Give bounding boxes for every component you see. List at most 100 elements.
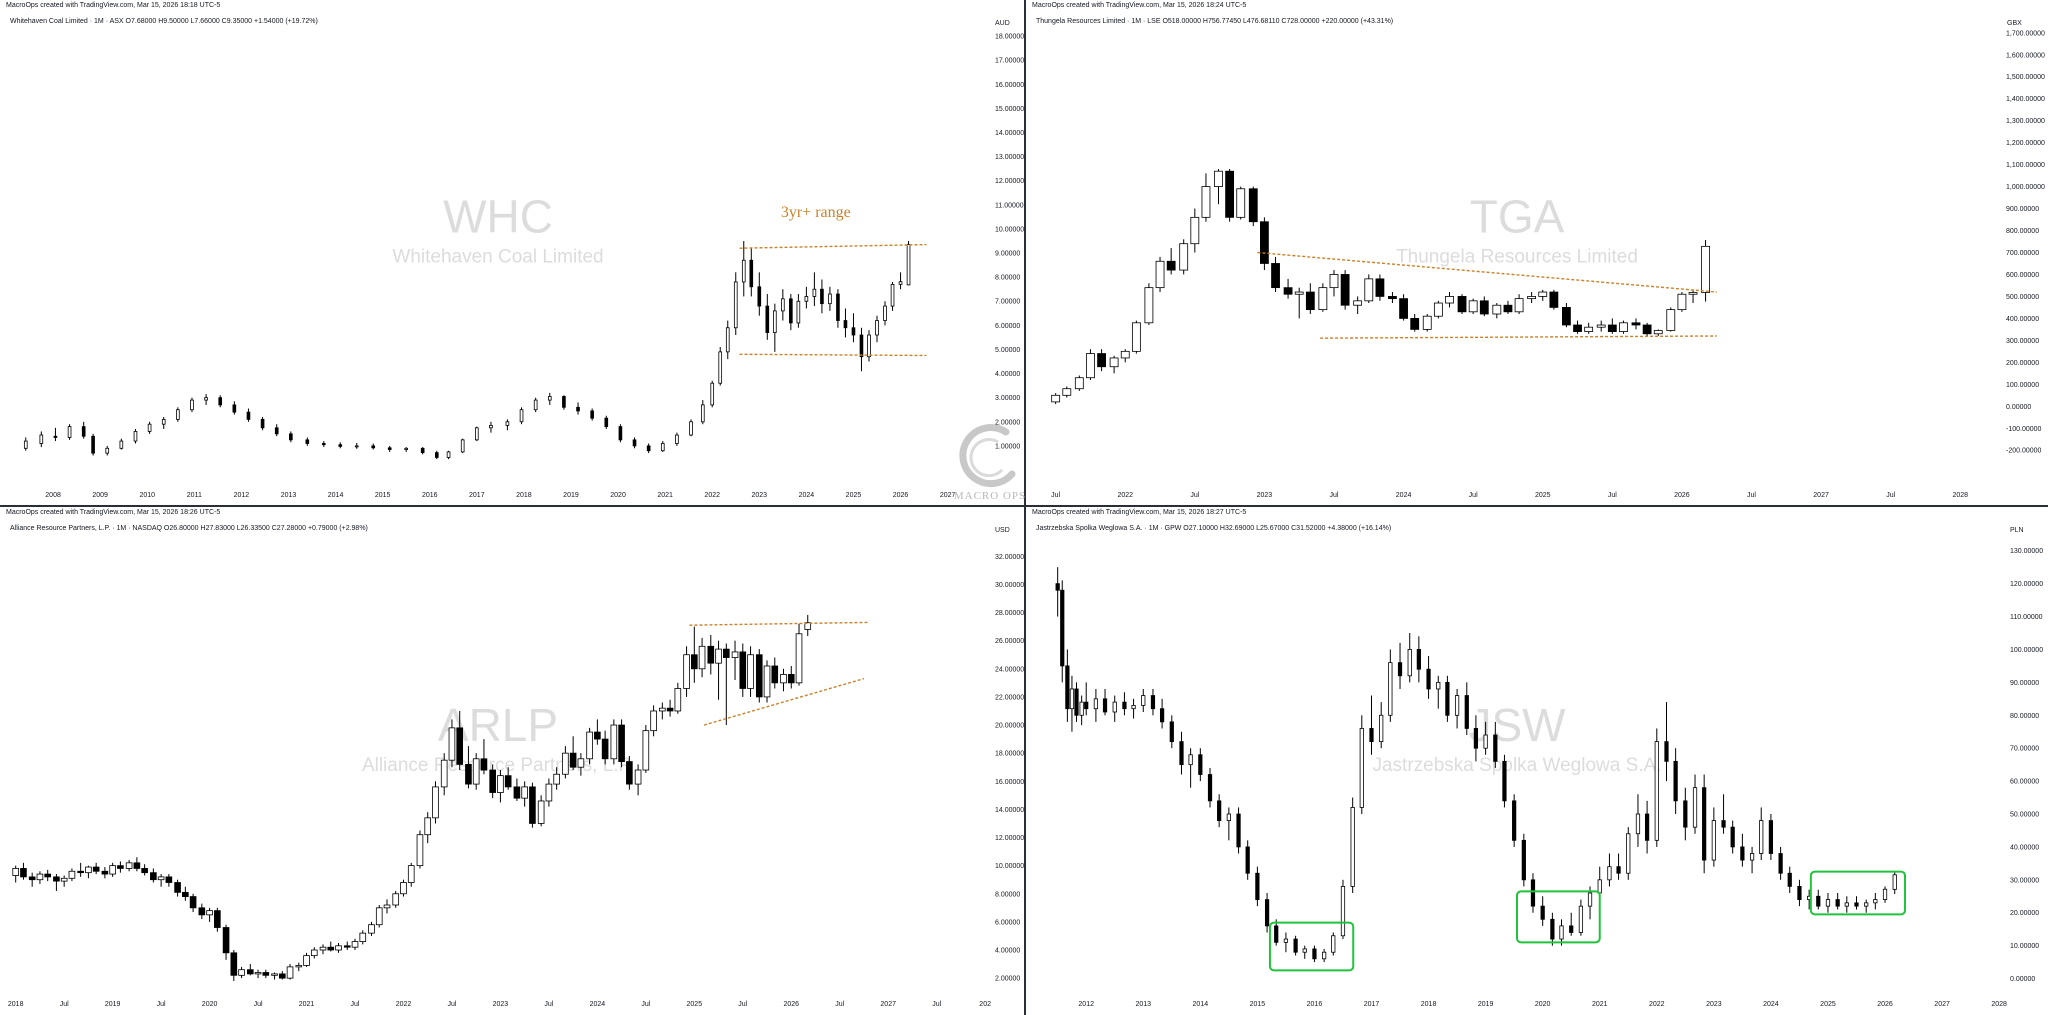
tga-candle [1305, 283, 1315, 315]
tga-chart-pane[interactable]: TGA Thungela Resources Limited -200.00000 -… [1026, 0, 2048, 505]
jsw-candle [1283, 932, 1289, 953]
whc-x-tick-label: 2009 [92, 492, 108, 499]
whc-y-tick-label: 14.00000 [995, 130, 1024, 137]
jsw-candle [1768, 814, 1774, 861]
jsw-candle [1787, 866, 1792, 893]
whc-candle-body [305, 439, 310, 444]
whc-candle [804, 286, 809, 309]
whc-candle-body [576, 406, 580, 412]
tga-x-tick-label: 2025 [1535, 492, 1551, 499]
whc-candle-body [749, 259, 754, 288]
jsw-candle-body [1379, 714, 1384, 743]
whc-candle [260, 416, 265, 431]
arlp-candle [586, 727, 593, 765]
jsw-candle [1264, 892, 1270, 933]
whc-candle [851, 313, 856, 343]
tga-candle [1631, 318, 1641, 330]
whc-candle [749, 248, 754, 297]
arlp-candle [674, 682, 682, 714]
arlp-candle-body [157, 876, 165, 881]
whc-candle-body [883, 305, 887, 321]
jsw-chart-canvas[interactable]: JSW Jastrzebska Spolka Weglowa S.A. 0.0000… [1026, 507, 2048, 1015]
jsw-candle-body [1483, 734, 1488, 749]
jsw-candle-body [1873, 899, 1878, 904]
tga-candle-body [1166, 260, 1176, 271]
arlp-candle-body [562, 752, 569, 775]
jsw-candle [1844, 896, 1849, 913]
jsw-candle-body [1426, 668, 1431, 690]
arlp-candle [497, 770, 504, 803]
whc-candle-body [843, 320, 848, 329]
arlp-chart-canvas[interactable]: ARLP Alliance Resource Partners, L.P. 2.00… [0, 507, 1024, 1015]
tga-candle-body [1596, 324, 1606, 328]
arlp-candle [569, 736, 577, 771]
tga-watermark-name: Thungela Resources Limited [1396, 247, 1638, 268]
arlp-candle [715, 640, 722, 700]
arlp-candle [553, 767, 560, 790]
jsw-candle-body [1778, 853, 1783, 874]
arlp-candle-body [246, 969, 254, 975]
jsw-candle [1340, 879, 1346, 940]
whc-ohlc-legend[interactable]: Whitehaven Coal Limited · 1M · ASX O7.68… [10, 18, 318, 25]
tga-candle-body [1677, 293, 1687, 311]
whc-candle [519, 407, 524, 425]
whc-x-tick-label: 2024 [799, 492, 815, 499]
jsw-candle-body [1512, 800, 1517, 841]
tga-candle [1294, 287, 1304, 319]
jsw-candle [1293, 935, 1298, 956]
jsw-candle-body [1407, 649, 1412, 677]
whc-candle-body [757, 286, 762, 307]
tga-chart-canvas[interactable]: TGA Thungela Resources Limited -200.00000 -… [1026, 0, 2048, 505]
jsw-chart-credit: MacroOps created with TradingView.com, M… [1032, 509, 1247, 516]
whc-candle-body [789, 298, 793, 324]
tga-candle [1410, 314, 1420, 332]
arlp-candle [642, 725, 650, 773]
arlp-candle [109, 862, 116, 877]
arlp-candle-body [577, 758, 585, 768]
arlp-ohlc-legend[interactable]: Alliance Resource Partners, L.P. · 1M · … [10, 525, 368, 532]
tga-candle-body [1584, 326, 1594, 332]
arlp-candle [286, 964, 294, 980]
whc-chart-canvas[interactable]: WHC Whitehaven Coal Limited 1.00000 2.00000… [0, 0, 1024, 505]
jsw-ohlc-legend[interactable]: Jastrzebska Spolka Weglowa S.A. · 1M · G… [1036, 525, 1392, 532]
jsw-candle [1502, 754, 1507, 808]
arlp-chart-pane[interactable]: ARLP Alliance Resource Partners, L.P. 2.00… [0, 507, 1024, 1015]
vertical-pane-divider[interactable] [1024, 0, 1026, 1015]
jsw-candle-body [1749, 853, 1755, 861]
jsw-chart-pane[interactable]: JSW Jastrzebska Spolka Weglowa S.A. 0.0000… [1026, 507, 2048, 1015]
whc-candle [533, 397, 538, 413]
arlp-candle-body [12, 868, 20, 876]
arlp-candle [351, 938, 359, 951]
whc-chart-pane[interactable]: WHC Whitehaven Coal Limited 1.00000 2.00000… [0, 0, 1024, 505]
whc-y-tick-label: 7.00000 [995, 299, 1020, 306]
whc-candle [547, 392, 552, 405]
tga-candle [1190, 208, 1200, 253]
horizontal-pane-divider[interactable] [0, 505, 2048, 507]
jsw-candle-body [1854, 902, 1859, 907]
jsw-candle [1797, 879, 1802, 907]
tga-x-tick-label: Jul [1469, 492, 1478, 499]
whc-x-tick-label: 2015 [375, 492, 391, 499]
whc-candle [632, 437, 637, 449]
tga-candle [1468, 298, 1478, 315]
arlp-candle [383, 899, 391, 914]
jsw-candle [1864, 899, 1869, 913]
whc-y-tick-label: 1.00000 [995, 443, 1020, 450]
whc-candle [489, 421, 493, 433]
whc-trend-line [739, 243, 927, 249]
arlp-watermark-symbol: ARLP [438, 699, 558, 751]
tga-y-tick-label: 500.00000 [2006, 294, 2039, 301]
arlp-y-tick-label: 16.00000 [995, 779, 1024, 786]
arlp-candle [618, 719, 625, 768]
whc-candle [338, 442, 343, 449]
arlp-candle [375, 905, 383, 928]
tga-x-tick-label: Jul [1330, 492, 1339, 499]
arlp-candle-body [359, 932, 367, 942]
jsw-candle-body [1312, 948, 1317, 960]
jsw-candle [1892, 870, 1897, 895]
arlp-candle-body [150, 872, 157, 881]
jsw-candle [1473, 715, 1479, 762]
arlp-candle-body [36, 873, 44, 881]
tga-ohlc-legend[interactable]: Thungela Resources Limited · 1M · LSE O5… [1036, 18, 1394, 25]
tga-y-tick-label: 1,400.00000 [2006, 96, 2045, 103]
